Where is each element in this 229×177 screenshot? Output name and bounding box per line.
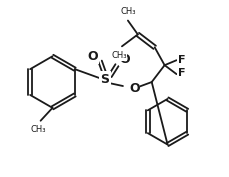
Text: S: S xyxy=(100,73,109,85)
Text: F: F xyxy=(177,68,184,78)
Text: F: F xyxy=(177,55,184,65)
Text: O: O xyxy=(87,50,98,63)
Text: CH₃: CH₃ xyxy=(120,7,135,16)
Text: O: O xyxy=(119,53,130,66)
Text: CH₃: CH₃ xyxy=(111,51,126,60)
Text: O: O xyxy=(128,81,139,95)
Text: CH₃: CH₃ xyxy=(31,125,46,134)
